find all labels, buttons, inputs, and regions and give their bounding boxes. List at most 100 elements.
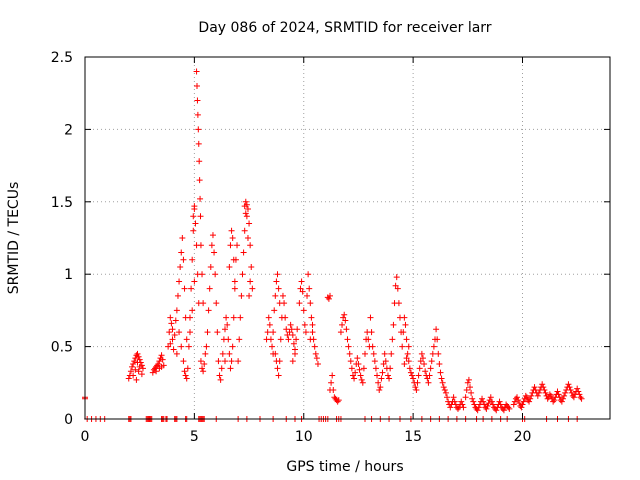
data-point [159,356,166,363]
data-point [166,329,173,336]
data-point [390,321,397,328]
data-point [414,379,421,386]
data-point [199,271,206,278]
x-tick-label: 10 [295,429,313,445]
data-point [271,307,278,314]
axes-layer: 0 5 10 15 20 0 0.5 1 1.5 2 2.5 [51,50,611,445]
data-point [328,379,335,386]
data-point [577,394,584,401]
data-point [168,320,175,327]
data-point [266,321,273,328]
data-point [224,321,231,328]
data-point [369,343,376,350]
chart-title: Day 086 of 2024, SRMTID for receiver lar… [198,20,491,36]
data-point [409,372,416,379]
data-point [206,285,213,292]
data-point [438,375,445,382]
data-point [264,329,271,336]
data-point [178,343,185,350]
data-point [180,256,187,263]
data-point [181,285,188,292]
data-point [222,358,228,365]
data-point [211,249,218,256]
data-point [231,285,238,292]
data-point [242,198,249,205]
data-point [358,376,365,383]
y-tick-label: 1 [64,267,73,283]
data-point [204,329,211,336]
data-point [132,355,139,362]
data-point [344,336,351,343]
data-point [132,366,139,373]
data-point [523,394,530,401]
data-point [225,336,232,343]
data-point [444,394,451,401]
data-point [173,307,180,314]
data-point [464,379,471,386]
data-point [129,363,136,370]
data-point [433,326,440,333]
data-point [372,365,379,372]
data-point [292,350,298,357]
data-point [189,307,196,314]
data-point [248,263,255,270]
data-point [365,336,372,343]
data-point [276,358,283,365]
data-point [179,235,186,241]
data-point [578,395,585,402]
data-point [339,321,346,328]
data-point [202,350,209,357]
data-point [422,368,429,375]
data-point [542,389,549,396]
data-point [265,314,272,321]
data-point [239,271,246,278]
data-point [173,350,180,357]
data-point [451,398,458,405]
data-point [395,300,402,307]
data-point [470,398,477,405]
data-point [566,384,573,391]
data-point [228,227,235,234]
data-point [312,350,319,357]
data-point [484,402,491,409]
data-point [281,300,288,307]
data-point [200,368,207,375]
data-point [348,365,355,372]
data-point [474,407,481,414]
data-point [421,360,428,367]
data-point [194,111,201,118]
data-point [298,278,305,285]
data-point [192,220,199,227]
data-point [207,263,214,270]
data-point [270,329,277,336]
data-point [215,358,222,365]
data-point [413,387,420,394]
data-point [407,369,414,376]
data-point [568,389,575,396]
data-point [359,379,366,386]
data-point [434,336,441,343]
data-point [307,300,314,307]
data-point [519,401,526,408]
data-point [516,400,523,407]
data-point [399,343,406,350]
data-point [155,360,162,367]
data-point [300,307,307,314]
data-point [208,242,215,249]
data-point [274,365,281,372]
data-point [293,336,300,343]
data-point [377,384,384,391]
data-point [480,398,487,405]
data-point [367,314,374,321]
data-point [341,311,348,318]
data-point [125,375,132,382]
data-point [190,227,197,234]
x-axis-label: GPS time / hours [286,459,403,475]
data-point [216,372,223,379]
data-point [153,368,160,375]
data-point [195,126,202,133]
data-point [528,392,535,399]
data-point [439,379,446,386]
data-point [429,350,436,357]
